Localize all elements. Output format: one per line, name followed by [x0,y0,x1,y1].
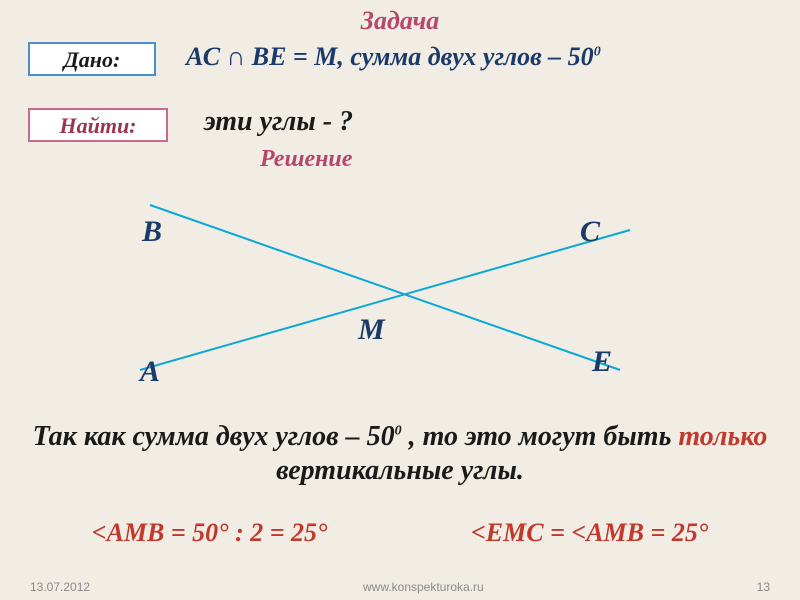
point-B: В [142,215,162,249]
conclusion-p2: , то это могут быть [402,421,679,452]
answers-row: <АМВ = 50° : 2 = 25° <ЕМС = <АМВ = 25° [0,518,800,548]
find-box: Найти: [28,108,168,142]
point-A: А [140,355,160,389]
given-main: АС ∩ ВЕ = М, сумма двух углов – 50 [186,42,594,71]
footer-site: www.konspekturoka.ru [363,580,484,594]
find-statement: эти углы - ? [204,106,353,138]
given-label: Дано: [64,47,121,72]
conclusion-p1: Так как сумма двух углов – 50 [33,421,395,452]
conclusion-text: Так как сумма двух углов – 500 , то это … [0,420,800,487]
slide-footer: 13.07.2012 www.konspekturoka.ru 13 [0,580,800,594]
solution-label: Решение [260,146,352,173]
answer-right: <ЕМС = <АМВ = 25° [471,518,708,548]
answer-left: <АМВ = 50° : 2 = 25° [92,518,328,548]
point-C: С [580,215,600,249]
line-BE [150,205,620,370]
problem-title: Задача [0,0,800,36]
conclusion-p3: вертикальные углы. [276,455,524,486]
conclusion-highlight: только [678,421,767,452]
footer-date: 13.07.2012 [30,580,90,594]
given-statement: АС ∩ ВЕ = М, сумма двух углов – 500 [186,42,601,72]
given-exp: 0 [594,44,601,59]
diagram-svg [90,175,650,395]
line-AC [140,230,630,370]
given-box: Дано: [28,42,156,76]
title-text: Задача [361,6,439,35]
conclusion-exp: 0 [395,424,402,439]
point-M: М [358,313,385,347]
point-E: Е [592,345,612,379]
footer-page: 13 [757,580,770,594]
find-text: эти углы - ? [204,106,353,137]
find-label: Найти: [59,113,136,138]
geometry-diagram: В С М А Е [90,175,650,395]
solution-text: Решение [260,146,352,172]
